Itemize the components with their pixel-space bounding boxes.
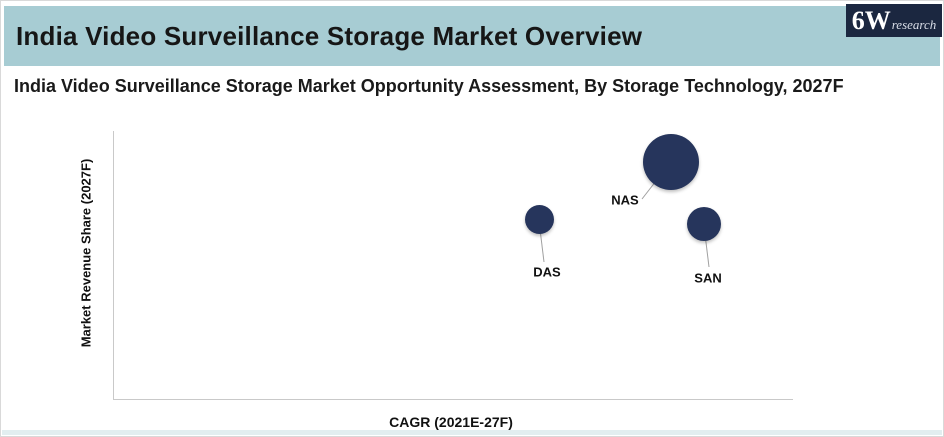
header-band: India Video Surveillance Storage Market …: [4, 6, 940, 66]
brand-logo-main: 6W: [851, 6, 891, 35]
bubble-nas[interactable]: [643, 134, 699, 190]
chart-title: India Video Surveillance Storage Market …: [14, 76, 844, 96]
page-title: India Video Surveillance Storage Market …: [16, 20, 643, 51]
bubble-das[interactable]: [524, 204, 554, 234]
bubble-label-das: DAS: [533, 264, 561, 280]
x-axis-line: [113, 399, 793, 400]
x-axis-label: CAGR (2021E-27F): [389, 414, 513, 430]
bubble-label-san: SAN: [694, 270, 722, 286]
y-axis-line: [113, 131, 114, 399]
bottom-accent-strip: [2, 430, 942, 435]
bubble-label-nas: NAS: [611, 192, 639, 208]
brand-logo-sub: research: [891, 17, 937, 32]
brand-logo: 6W research: [846, 4, 942, 37]
bubble-san[interactable]: [687, 207, 721, 241]
